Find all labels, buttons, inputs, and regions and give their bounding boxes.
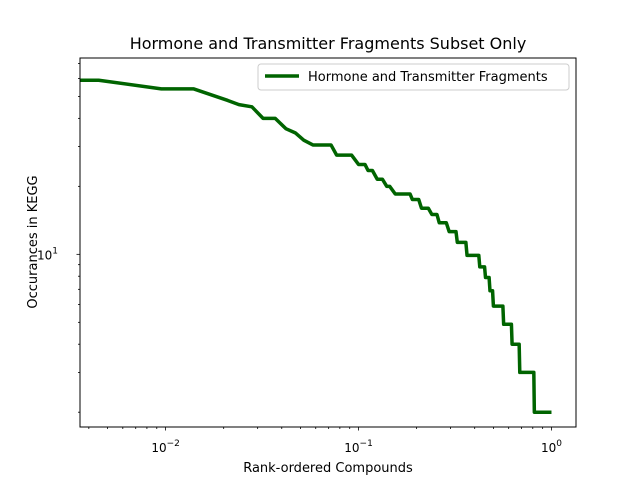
y-axis-label: Occurances in KEGG xyxy=(26,175,41,308)
plot-frame xyxy=(79,57,577,428)
legend-label: Hormone and Transmitter Fragments xyxy=(308,70,548,85)
series-line-hormone-and-transmitter-fragments xyxy=(80,78,552,414)
y-tick-exponent: 1 xyxy=(52,246,58,256)
legend: Hormone and Transmitter Fragments xyxy=(257,63,570,91)
x-tick-exponent: −1 xyxy=(360,439,373,449)
x-tick-exponent: −2 xyxy=(167,439,180,449)
x-axis-label: Rank-ordered Compounds xyxy=(243,461,413,476)
chart-title: Hormone and Transmitter Fragments Subset… xyxy=(130,34,527,53)
series-layer xyxy=(80,78,552,414)
x-tick-exponent: 0 xyxy=(556,439,562,449)
plot-background xyxy=(80,58,576,427)
legend-box xyxy=(257,63,570,91)
